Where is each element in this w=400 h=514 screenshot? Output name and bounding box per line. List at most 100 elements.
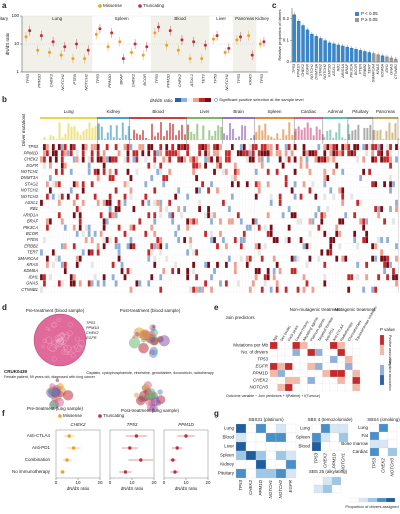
cell	[201, 218, 205, 225]
driver-bar	[253, 135, 256, 140]
cell	[275, 162, 279, 169]
cell	[126, 255, 130, 262]
cell	[278, 243, 282, 250]
cell	[189, 261, 193, 269]
cell	[69, 274, 73, 281]
clone	[60, 333, 66, 338]
cell	[251, 205, 255, 213]
cell	[248, 255, 252, 262]
cell	[236, 286, 240, 293]
cell	[87, 261, 91, 269]
cell	[368, 212, 372, 219]
dot	[258, 42, 262, 46]
cell	[233, 249, 237, 256]
cell	[174, 205, 178, 213]
cell	[353, 205, 357, 213]
cell	[275, 432, 287, 443]
cell	[305, 267, 309, 275]
cell	[117, 193, 121, 200]
cell	[63, 261, 67, 269]
cell	[90, 218, 94, 225]
cell	[377, 212, 381, 219]
cell	[123, 224, 127, 231]
cell	[242, 199, 246, 207]
cell	[177, 230, 181, 238]
dot	[180, 38, 184, 42]
cell	[332, 255, 336, 262]
driver-bar	[220, 126, 223, 140]
cell	[292, 362, 301, 371]
cell	[380, 267, 384, 275]
cell	[257, 267, 261, 275]
cell	[233, 150, 237, 157]
cell	[388, 199, 393, 207]
cell	[371, 255, 375, 262]
cell	[153, 286, 157, 293]
driver-bar	[178, 130, 180, 140]
cell	[308, 212, 312, 219]
clone	[63, 349, 69, 355]
cell	[177, 274, 181, 281]
cell	[204, 243, 208, 250]
cell	[159, 205, 163, 213]
cell	[153, 261, 157, 269]
cell	[368, 236, 372, 244]
cell	[236, 224, 240, 231]
cell	[272, 267, 276, 275]
cell	[165, 236, 169, 244]
gene-label: ASXL1	[332, 64, 336, 77]
cell	[277, 362, 286, 371]
cell	[42, 162, 47, 169]
cell	[186, 212, 190, 219]
cell	[135, 162, 139, 169]
cell	[102, 218, 106, 225]
cell	[260, 230, 264, 238]
col-label: NOTCH1	[341, 453, 346, 472]
cell	[266, 205, 270, 213]
cell	[45, 236, 50, 244]
cell	[385, 143, 390, 151]
cell	[365, 224, 369, 231]
cell	[72, 187, 76, 194]
cell	[394, 236, 399, 244]
cell	[341, 187, 345, 194]
cell	[374, 286, 378, 293]
cell	[239, 168, 243, 176]
dot	[129, 50, 133, 54]
cell	[344, 261, 348, 269]
cell	[332, 212, 336, 219]
cell	[63, 249, 67, 256]
cell	[93, 261, 97, 269]
col-label: Anti-PD1	[324, 328, 335, 342]
cell	[299, 261, 303, 269]
cell	[42, 199, 47, 207]
cell	[144, 274, 148, 281]
cell	[183, 274, 187, 281]
cell	[114, 174, 118, 182]
cell	[284, 230, 288, 238]
legend-swatch	[385, 497, 396, 503]
driver-bar	[103, 138, 106, 140]
cell	[308, 274, 312, 281]
cell	[377, 193, 381, 200]
cell	[57, 181, 61, 188]
cell	[290, 274, 294, 281]
cell	[305, 212, 309, 219]
cell	[365, 162, 369, 169]
dot	[71, 57, 75, 61]
cell	[311, 150, 315, 157]
caption: Post-treatment (blood sample)	[120, 308, 181, 313]
cell	[314, 150, 318, 157]
cell	[180, 143, 184, 151]
cell	[293, 187, 297, 194]
cell	[227, 156, 232, 163]
cell	[174, 150, 178, 157]
cell	[201, 274, 205, 281]
cell	[245, 280, 249, 287]
cell	[57, 193, 61, 200]
cell	[108, 199, 112, 207]
cell	[135, 243, 139, 250]
cell	[277, 383, 286, 392]
cell	[257, 224, 261, 231]
cell	[93, 187, 97, 194]
